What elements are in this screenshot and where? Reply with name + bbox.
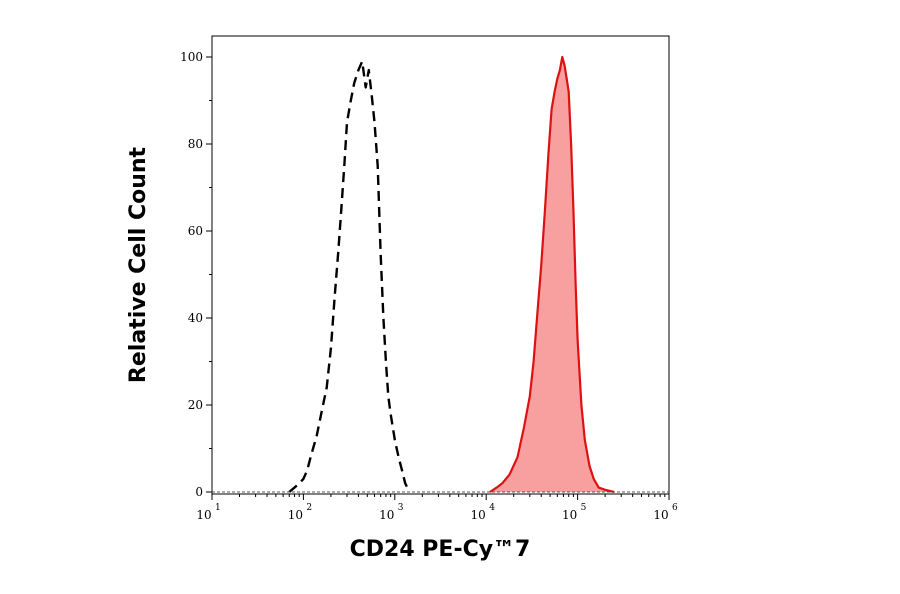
y-tick-label-1: 20	[188, 398, 203, 412]
x-tick-exp-1: 2	[306, 503, 312, 513]
x-tick-label-1: 10	[288, 508, 303, 522]
series-1-line	[489, 55, 615, 494]
y-tick-label-5: 100	[180, 50, 203, 64]
x-tick-label-3: 10	[471, 508, 486, 522]
plot-frame	[211, 35, 670, 495]
y-tick-label-4: 80	[188, 137, 203, 151]
y-tick-label-3: 60	[188, 224, 203, 238]
series-layer	[212, 55, 669, 494]
x-axis-title: CD24 PE-Cy™7	[350, 537, 531, 562]
y-tick-label-0: 0	[195, 485, 203, 499]
x-tick-label-5: 10	[653, 508, 668, 522]
x-axis: 10 1 10 2 10 3 10 4 10 5 10 6	[196, 494, 678, 522]
series-0-line	[288, 60, 411, 493]
y-tick-label-2: 40	[188, 311, 203, 325]
x-tick-label-0: 10	[196, 508, 211, 522]
x-tick-exp-4: 5	[581, 503, 587, 513]
x-tick-exp-3: 4	[489, 503, 495, 513]
x-tick-label-4: 10	[562, 508, 577, 522]
x-tick-exp-0: 1	[215, 503, 221, 513]
y-axis: 0 20 40 60 80 100	[180, 50, 212, 499]
series-1-fill	[490, 57, 614, 492]
x-tick-exp-2: 3	[398, 503, 404, 513]
x-tick-label-2: 10	[379, 508, 394, 522]
x-tick-exp-5: 6	[672, 503, 678, 513]
y-axis-title: Relative Cell Count	[126, 146, 151, 383]
